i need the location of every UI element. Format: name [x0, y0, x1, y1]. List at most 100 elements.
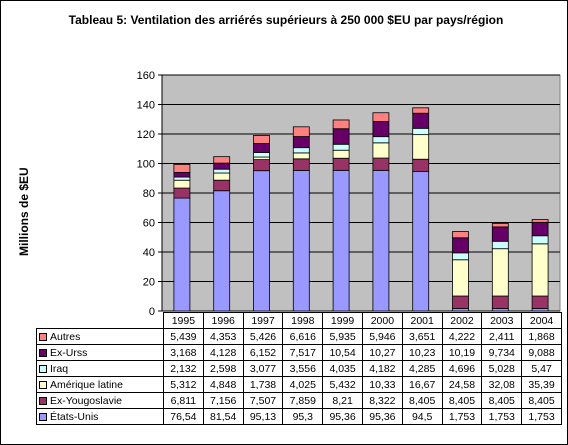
- bar-segment: [452, 231, 469, 239]
- bar-segment: [452, 237, 469, 254]
- table-value-cell: 2,411: [481, 328, 523, 345]
- table-value-cell: 2,598: [202, 360, 244, 377]
- table-value-cell: 81,54: [202, 408, 244, 425]
- bar-segment: [213, 162, 231, 170]
- table-value-cell: 10,19: [441, 344, 483, 361]
- table-year-header: 1997: [242, 312, 284, 329]
- bar-segment: [412, 171, 430, 312]
- data-table: 1995 1996 1997 1998 1999 2000 2001 2002 2003 2004…: [36, 312, 562, 425]
- bar-segment: [531, 295, 549, 309]
- table-value-cell: 5,432: [322, 376, 363, 393]
- table-value-cell: 95,36: [322, 408, 363, 425]
- table-value-cell: 1,868: [521, 328, 562, 345]
- table-year-header: 1998: [282, 312, 324, 329]
- y-tick-label: 140: [137, 100, 155, 112]
- table-value-cell: 5,028: [481, 360, 523, 377]
- bar-segment: [491, 226, 509, 242]
- table-value-cell: 10,27: [361, 344, 403, 361]
- bar-segment: [491, 248, 509, 297]
- table-value-cell: 5,47: [521, 360, 562, 377]
- table-value-cell: 4,696: [441, 360, 483, 377]
- table-value-cell: 95,13: [242, 408, 284, 425]
- bar-segment: [491, 240, 509, 250]
- table-value-cell: 3,168: [163, 344, 204, 361]
- bar-segment: [412, 134, 430, 160]
- bar-segment: [332, 119, 350, 130]
- bar-segment: [412, 112, 430, 129]
- bar-segment: [173, 197, 191, 312]
- bar-segment: [292, 158, 310, 171]
- table-value-cell: 4,182: [361, 360, 403, 377]
- table-value-cell: 6,616: [282, 328, 324, 345]
- table-value-cell: 8,405: [481, 392, 523, 409]
- table-series-label: Autres: [36, 328, 164, 345]
- table-value-cell: 76,54: [163, 408, 204, 425]
- table-series-label: Amérique latine: [36, 376, 164, 393]
- table-value-cell: 9,734: [481, 344, 523, 361]
- legend-label: Autres: [50, 330, 81, 343]
- table-value-cell: 3,556: [282, 360, 324, 377]
- legend-swatch: [39, 412, 47, 421]
- y-tick-label: 80: [143, 188, 155, 200]
- bar-segment: [412, 158, 430, 173]
- legend-label: États-Unis: [50, 410, 99, 423]
- bar-segment: [531, 219, 549, 223]
- bar-segment: [372, 157, 390, 171]
- table-value-cell: 4,035: [322, 360, 363, 377]
- bar-segment: [213, 156, 231, 164]
- bar-segment: [452, 295, 469, 309]
- table-row: Iraq 2,132 2,598 3,077 3,556 4,035 4,182 4,285 4…: [36, 360, 562, 377]
- bar-segment: [412, 107, 430, 114]
- bar-segment: [332, 157, 350, 171]
- table-value-cell: 6,811: [163, 392, 204, 409]
- bar-segment: [491, 295, 509, 309]
- table-value-cell: 8,21: [322, 392, 363, 409]
- table-value-cell: 7,156: [202, 392, 244, 409]
- bar-segment: [452, 252, 469, 261]
- bar-segment: [173, 187, 191, 199]
- table-value-cell: 4,128: [202, 344, 244, 361]
- table-value-cell: 10,54: [322, 344, 363, 361]
- table-year-header: 1995: [163, 312, 204, 329]
- table-row: Ex-Yougoslavie 6,811 7,156 7,507 7,859 8,21 8,…: [36, 392, 562, 409]
- table-value-cell: 4,848: [202, 376, 244, 393]
- bar-segment: [531, 243, 549, 297]
- table-value-cell: 5,439: [163, 328, 204, 345]
- table-value-cell: 9,088: [521, 344, 562, 361]
- bar-segment: [332, 128, 350, 145]
- table-value-cell: 6,152: [242, 344, 284, 361]
- bar-segment: [372, 169, 390, 312]
- table-row: États-Unis 76,54 81,54 95,13 95,3 95,36 95,36 9…: [36, 408, 562, 425]
- table-series-label: Ex-Urss: [36, 344, 164, 361]
- table-value-cell: 3,077: [242, 360, 284, 377]
- bar-segment: [531, 235, 549, 245]
- y-tick-label: 60: [143, 218, 155, 230]
- table-row: Ex-Urss 3,168 4,128 6,152 7,517 10,54 10,27 10,…: [36, 344, 562, 361]
- bar-segment: [372, 112, 390, 122]
- table-row: Autres 5,439 4,353 5,426 6,616 5,935 5,946 3,65…: [36, 328, 562, 345]
- table-row: Amérique latine 5,312 4,848 1,738 4,025 5,432…: [36, 376, 562, 393]
- legend-swatch: [39, 348, 47, 357]
- bar-segment: [332, 143, 350, 151]
- bar-segment: [412, 127, 430, 136]
- table-value-cell: 95,36: [361, 408, 403, 425]
- bar-segment: [491, 222, 509, 228]
- table-value-cell: 5,426: [242, 328, 284, 345]
- bar-segment: [213, 172, 231, 181]
- y-tick-label: 0: [149, 306, 155, 318]
- table-value-cell: 8,405: [521, 392, 562, 409]
- bar-segment: [253, 143, 270, 153]
- bar-segment: [292, 136, 310, 149]
- bar-segment: [213, 179, 231, 192]
- table-value-cell: 8,322: [361, 392, 403, 409]
- table-value-cell: 8,405: [441, 392, 483, 409]
- table-value-cell: 4,285: [401, 360, 443, 377]
- table-value-cell: 5,312: [163, 376, 204, 393]
- table-year-header: 2004: [521, 312, 562, 329]
- bar-segment: [173, 176, 191, 181]
- bar-segment: [213, 168, 231, 174]
- table-value-cell: 1,738: [242, 376, 284, 393]
- legend-label: Ex-Urss: [50, 346, 88, 359]
- bar-segment: [173, 163, 191, 173]
- table-value-cell: 5,946: [361, 328, 403, 345]
